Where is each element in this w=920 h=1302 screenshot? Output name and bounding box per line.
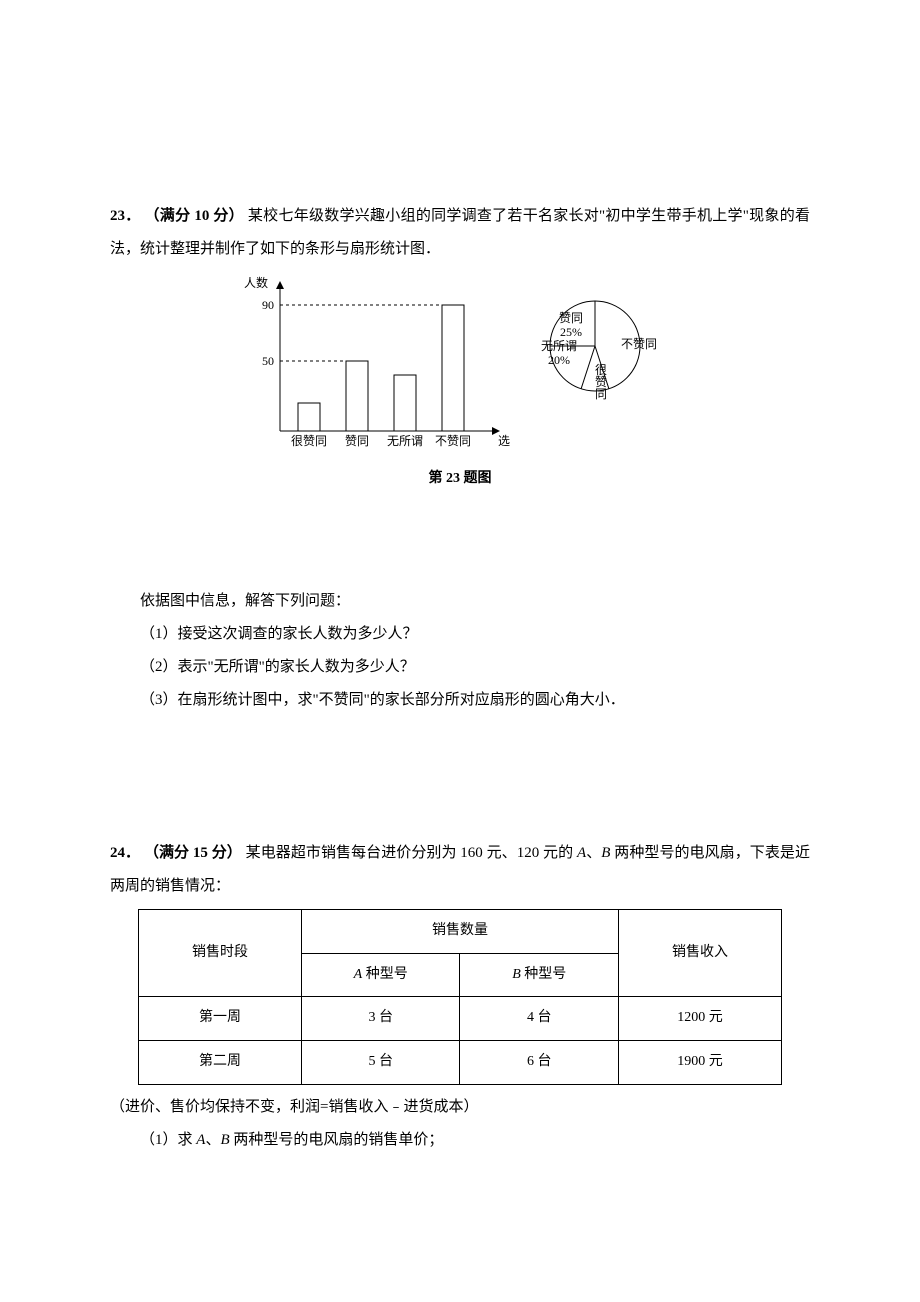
svg-text:不赞同: 不赞同 [435,434,471,448]
q23-caption: 第 23 题图 [110,464,810,495]
q23-sub2: （2）表示"无所谓"的家长人数为多少人？ [110,651,810,684]
svg-text:赞同: 赞同 [345,434,369,448]
q23-number: 23． [110,208,141,224]
svg-text:同: 同 [595,387,607,401]
svg-text:不赞同: 不赞同 [621,337,657,351]
bar-chart: 人数选项 很赞同 赞同 无所谓不赞同 50 90 [240,276,510,456]
q24-points: （满分 15 分） [144,845,242,861]
svg-text:很赞同: 很赞同 [291,434,327,448]
q23-points: （满分 10 分） [145,208,244,224]
svg-text:无所谓: 无所谓 [387,434,423,448]
q23-text: 23． （满分 10 分） 某校七年级数学兴趣小组的同学调查了若干名家长对"初中… [110,200,810,266]
svg-text:赞同: 赞同 [559,311,583,325]
q24-a: A [577,845,586,861]
svg-text:90: 90 [262,298,274,312]
q23-sub3: （3）在扇形统计图中，求"不赞同"的家长部分所对应扇形的圆心角大小． [110,684,810,717]
q24-table: 销售时段 销售数量 销售收入 A 种型号 B 种型号 第一周 3 台 4 台 1… [138,909,782,1085]
q24-note: （进价、售价均保持不变，利润=销售收入﹣进货成本） [110,1091,810,1124]
svg-text:50: 50 [262,354,274,368]
th-b: B 种型号 [460,953,619,997]
th-income: 销售收入 [619,909,782,997]
q24-intro2: 、 [586,845,601,861]
table-row: 第一周 3 台 4 台 1200 元 [139,997,782,1041]
q23-presub: 依据图中信息，解答下列问题： [110,585,810,618]
q23-charts: 人数选项很赞同赞同无所谓不赞同5090 不赞同很赞同无所谓20%赞同25% [110,276,810,456]
svg-text:无所谓: 无所谓 [541,339,577,353]
q24-text: 24． （满分 15 分） 某电器超市销售每台进价分别为 160 元、120 元… [110,837,810,903]
svg-text:20%: 20% [548,353,570,367]
th-period: 销售时段 [139,909,302,997]
pie-chart: 不赞同很赞同无所谓20%赞同25% [520,276,680,426]
table-row: 第二周 5 台 6 台 1900 元 [139,1041,782,1085]
svg-text:人数: 人数 [244,276,268,290]
q24-intro1: 某电器超市销售每台进价分别为 160 元、120 元的 [246,845,577,861]
q24-sub1: （1）求 A、B 两种型号的电风扇的销售单价； [110,1124,810,1157]
q23-sub1: （1）接受这次调查的家长人数为多少人？ [110,618,810,651]
th-qty: 销售数量 [301,909,618,953]
q24-number: 24． [110,845,140,861]
svg-text:选项: 选项 [498,434,510,448]
th-a: A 种型号 [301,953,460,997]
svg-text:25%: 25% [560,325,582,339]
